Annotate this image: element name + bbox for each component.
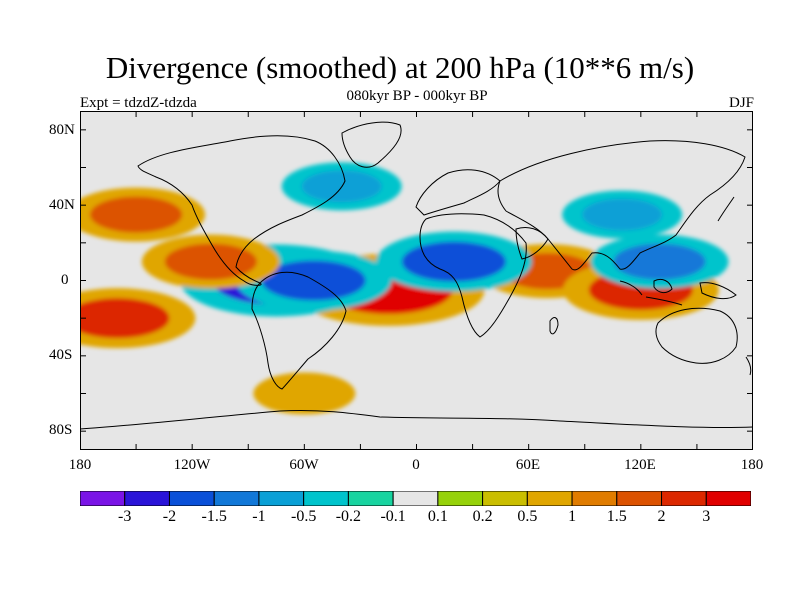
coast-africa <box>419 213 527 338</box>
colorbar-swatch <box>213 491 260 506</box>
coast-japan <box>717 196 735 222</box>
coast-new-zealand <box>745 356 752 376</box>
field-core-north-pacific <box>90 196 183 233</box>
coast-madagascar <box>549 317 559 335</box>
coast-borneo <box>653 278 673 294</box>
colorbar-label: 0.2 <box>472 508 493 525</box>
period-subtitle: 080kyr BP - 000kyr BP <box>346 88 488 104</box>
colorbar-swatch <box>705 491 751 506</box>
colorbar-swatch <box>303 491 349 506</box>
coast-australia <box>655 307 738 364</box>
lon-tick-0: 0 <box>412 457 420 473</box>
colorbar-label: -3 <box>118 508 132 525</box>
field-core-eastern-tropical-pacific <box>164 243 257 280</box>
colorbar-label: 1 <box>568 508 577 525</box>
coast-antarctica <box>80 409 753 430</box>
field-core-western-pacific <box>613 243 706 280</box>
colorbar-label: 0.1 <box>427 508 448 525</box>
lat-tick-80n: 80N <box>49 122 75 138</box>
lon-tick-60w: 60W <box>289 457 319 473</box>
colorbar-label: -1.5 <box>201 508 227 525</box>
experiment-label: Expt = tdzdZ-tdzda <box>80 95 197 111</box>
colorbar-label: 0.5 <box>517 508 538 525</box>
lat-tick-0: 0 <box>61 272 69 288</box>
colorbar-swatch <box>80 491 126 506</box>
map-title: Divergence (smoothed) at 200 hPa (10**6 … <box>105 50 695 85</box>
lon-tick-60e: 60E <box>515 457 541 473</box>
colorbar <box>80 491 751 506</box>
lat-tick-40n: 40N <box>49 197 75 213</box>
colorbar-swatch <box>124 491 170 506</box>
colorbar-label: 2 <box>657 508 666 525</box>
colorbar-label: -0.2 <box>335 508 362 525</box>
colorbar-swatch <box>392 491 439 506</box>
colorbar-swatch <box>347 491 394 506</box>
lon-tick-180w: 180 <box>68 457 92 473</box>
lon-tick-120w: 120W <box>173 457 211 473</box>
coastlines <box>80 121 753 430</box>
coast-greenland <box>341 121 402 168</box>
lon-tick-180e: 180 <box>740 457 764 473</box>
coast-north-america <box>137 135 346 286</box>
colorbar-swatch <box>526 491 573 506</box>
colorbar-label: -1 <box>252 508 266 525</box>
coast-new-guinea <box>699 282 737 300</box>
field-core-east-asia <box>582 198 663 231</box>
colorbar-swatch <box>616 491 663 506</box>
axis-ticks <box>80 111 753 450</box>
coast-sumatra <box>619 280 643 296</box>
colorbar-label: -2 <box>162 508 177 525</box>
field-core-southern-ocean <box>270 379 339 408</box>
lat-tick-80s: 80S <box>49 422 73 438</box>
coast-asia <box>497 140 746 271</box>
lon-tick-120e: 120E <box>624 457 656 473</box>
season-label: DJF <box>728 95 754 111</box>
colorbar-swatch <box>258 491 305 506</box>
colorbar-swatch <box>437 491 484 506</box>
colorbar-label: 1.5 <box>606 508 627 525</box>
colorbar-label: -0.1 <box>380 508 406 525</box>
colorbar-swatch <box>571 491 618 506</box>
colorbar-swatch <box>482 491 528 506</box>
coast-arabia <box>515 226 549 260</box>
field-core-central-africa <box>401 241 506 282</box>
colorbar-swatch <box>168 491 215 506</box>
divergence-map <box>80 111 753 450</box>
colorbar-label: -0.5 <box>290 508 317 525</box>
lat-tick-40s: 40S <box>49 347 73 363</box>
coast-java <box>645 296 683 306</box>
coast-south-america <box>251 271 347 390</box>
colorbar-swatch <box>661 491 707 506</box>
colorbar-label: 3 <box>702 508 711 525</box>
field-core-south-pacific <box>80 298 170 339</box>
